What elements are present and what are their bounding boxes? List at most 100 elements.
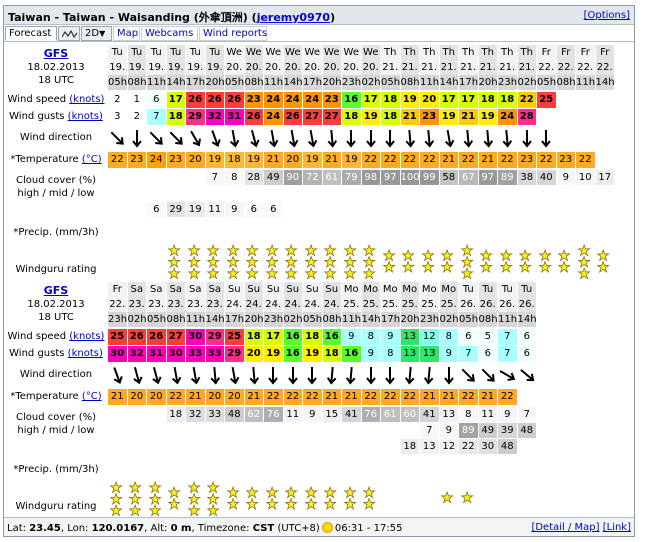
cloud-mid-cell: 49 [478, 423, 497, 438]
wind-speed-cell: 5 [478, 329, 497, 345]
hour-cell: 08h [244, 75, 263, 90]
date-cell: 22. [576, 60, 595, 75]
tab-map[interactable]: Map [113, 26, 140, 41]
link-link[interactable]: [Link] [602, 522, 631, 533]
wind-direction-label-text: Wind direction [19, 132, 93, 143]
cloud-mid-cell: 39 [498, 423, 517, 438]
wind-speed-label-unit-link[interactable]: (knots) [69, 94, 105, 105]
cloud-high-cell: 58 [439, 170, 458, 185]
graph-icon[interactable] [58, 26, 80, 41]
rating-stars-icon [362, 244, 381, 282]
wind-speed-cell: 17 [166, 92, 185, 108]
tz-value: CST [252, 523, 275, 534]
day-cell: Mo [400, 282, 419, 297]
cloud-high-cell: 38 [517, 170, 536, 185]
mode-select[interactable]: 2D▼ [81, 26, 112, 41]
wind-speed-cell: 24 [264, 92, 283, 108]
tab-forecast[interactable]: Forecast [5, 26, 57, 41]
cloud-low-cell: 48 [498, 439, 517, 454]
cloud-high-cell: 9 [556, 170, 575, 185]
cloud-high-cell: 13 [439, 407, 458, 422]
wind-speed-cell: 18 [244, 329, 263, 345]
wind-arrow-icon [420, 364, 439, 386]
hour-cell: 14h [439, 75, 458, 90]
date-cell: 25. [439, 297, 458, 312]
wind-gusts-label-unit-link[interactable]: (knots) [67, 111, 103, 122]
hour-cell: 14h [205, 312, 224, 327]
cloud-high-cell: 100 [400, 170, 419, 185]
rating-stars-icon [284, 244, 303, 282]
wind-speed-cell: 18 [303, 329, 322, 345]
hour-cell: 23h [420, 312, 439, 327]
rating-stars-icon [304, 244, 322, 282]
model-link[interactable]: GFS [43, 284, 69, 297]
wind-arrow-icon [362, 364, 381, 386]
tab-wind-reports[interactable]: Wind reports [199, 26, 267, 41]
cloud-mid-cell: 89 [459, 423, 478, 438]
wind-arrow-icon [245, 364, 264, 386]
rating-stars-icon [206, 244, 225, 282]
wind-speed-cell: 6 [459, 329, 478, 345]
wind-gust-cell: 29 [186, 109, 205, 125]
wind-arrow-icon [479, 127, 498, 149]
wind-gusts-label-text: Wind gusts [9, 111, 65, 122]
wind-speed-cell: 16 [322, 329, 341, 345]
cloud-high-cell: 62 [244, 407, 263, 422]
wind-speed-cell: 17 [439, 92, 458, 108]
rating-stars-icon [323, 244, 342, 282]
cloud-high-cell: 97 [478, 170, 497, 185]
day-cell: Tu [517, 282, 536, 297]
user-link[interactable]: jeremy0970 [256, 11, 331, 24]
wind-gust-cell: 21 [459, 109, 478, 125]
wind-gust-cell: 8 [381, 346, 400, 362]
wind-gust-cell: 7 [147, 109, 166, 125]
detail-map-link[interactable]: [Detail / Map] [531, 522, 600, 533]
cloud-high-cell: 97 [381, 170, 400, 185]
wind-arrow-icon [108, 127, 127, 149]
wind-arrow-icon [186, 364, 205, 386]
rating-stars-icon [538, 249, 556, 287]
day-cell: Tu [186, 45, 205, 60]
day-cell: Tu [127, 45, 146, 60]
rating-stars-icon [343, 244, 361, 282]
rating-stars-icon [421, 249, 439, 287]
hour-cell: 11h [498, 312, 517, 327]
cloud-high-cell: 28 [244, 170, 263, 185]
wind-gust-cell: 6 [478, 346, 497, 362]
tab-webcams[interactable]: Webcams [141, 26, 198, 41]
cloud-high-cell: 40 [537, 170, 556, 185]
date-cell: 20. [264, 60, 283, 75]
temperature-label-unit-link[interactable]: (°C) [81, 154, 102, 165]
wind-speed-cell: 27 [166, 329, 185, 345]
cloud-mid-cell: 7 [420, 423, 439, 438]
cloud-high-cell: 11 [283, 407, 302, 422]
rating-stars-icon [245, 486, 264, 524]
cloud-low-cell: 22 [459, 439, 478, 454]
options-link[interactable]: [Options] [583, 10, 630, 21]
date-cell: 21. [420, 60, 439, 75]
rating-stars-icon [596, 249, 615, 287]
wind-arrow-icon [264, 127, 283, 149]
temperature-cell: 21 [244, 389, 263, 405]
wind-gust-cell: 24 [498, 109, 517, 125]
wind-speed-label-unit-link[interactable]: (knots) [69, 331, 105, 342]
wind-arrow-icon [284, 127, 303, 149]
temperature-cell: 21 [322, 152, 341, 168]
date-cell: 23. [147, 297, 166, 312]
hour-cell: 17h [459, 75, 478, 90]
wind-gust-cell: 29 [225, 346, 244, 362]
wind-gust-cell: 19 [264, 346, 283, 362]
temperature-cell: 21 [322, 389, 341, 405]
temperature-label-unit-link[interactable]: (°C) [81, 391, 102, 402]
wind-gust-cell: 31 [225, 109, 244, 125]
cloud-high-cell: 60 [400, 407, 419, 422]
model-link[interactable]: GFS [43, 47, 69, 60]
wind-gust-cell: 18 [166, 109, 185, 125]
forecast-table: GFS 18.02.2013 18 UTC Tu 19. 05h Tu 19. 08h Tu 19.… [4, 43, 636, 518]
day-cell: Th [439, 45, 458, 60]
date-cell: 20. [303, 60, 322, 75]
date-cell: 21. [439, 60, 458, 75]
wind-gusts-label-unit-link[interactable]: (knots) [67, 348, 103, 359]
cloud-low-cell: 18 [400, 439, 419, 454]
date-cell: 22. [537, 60, 556, 75]
